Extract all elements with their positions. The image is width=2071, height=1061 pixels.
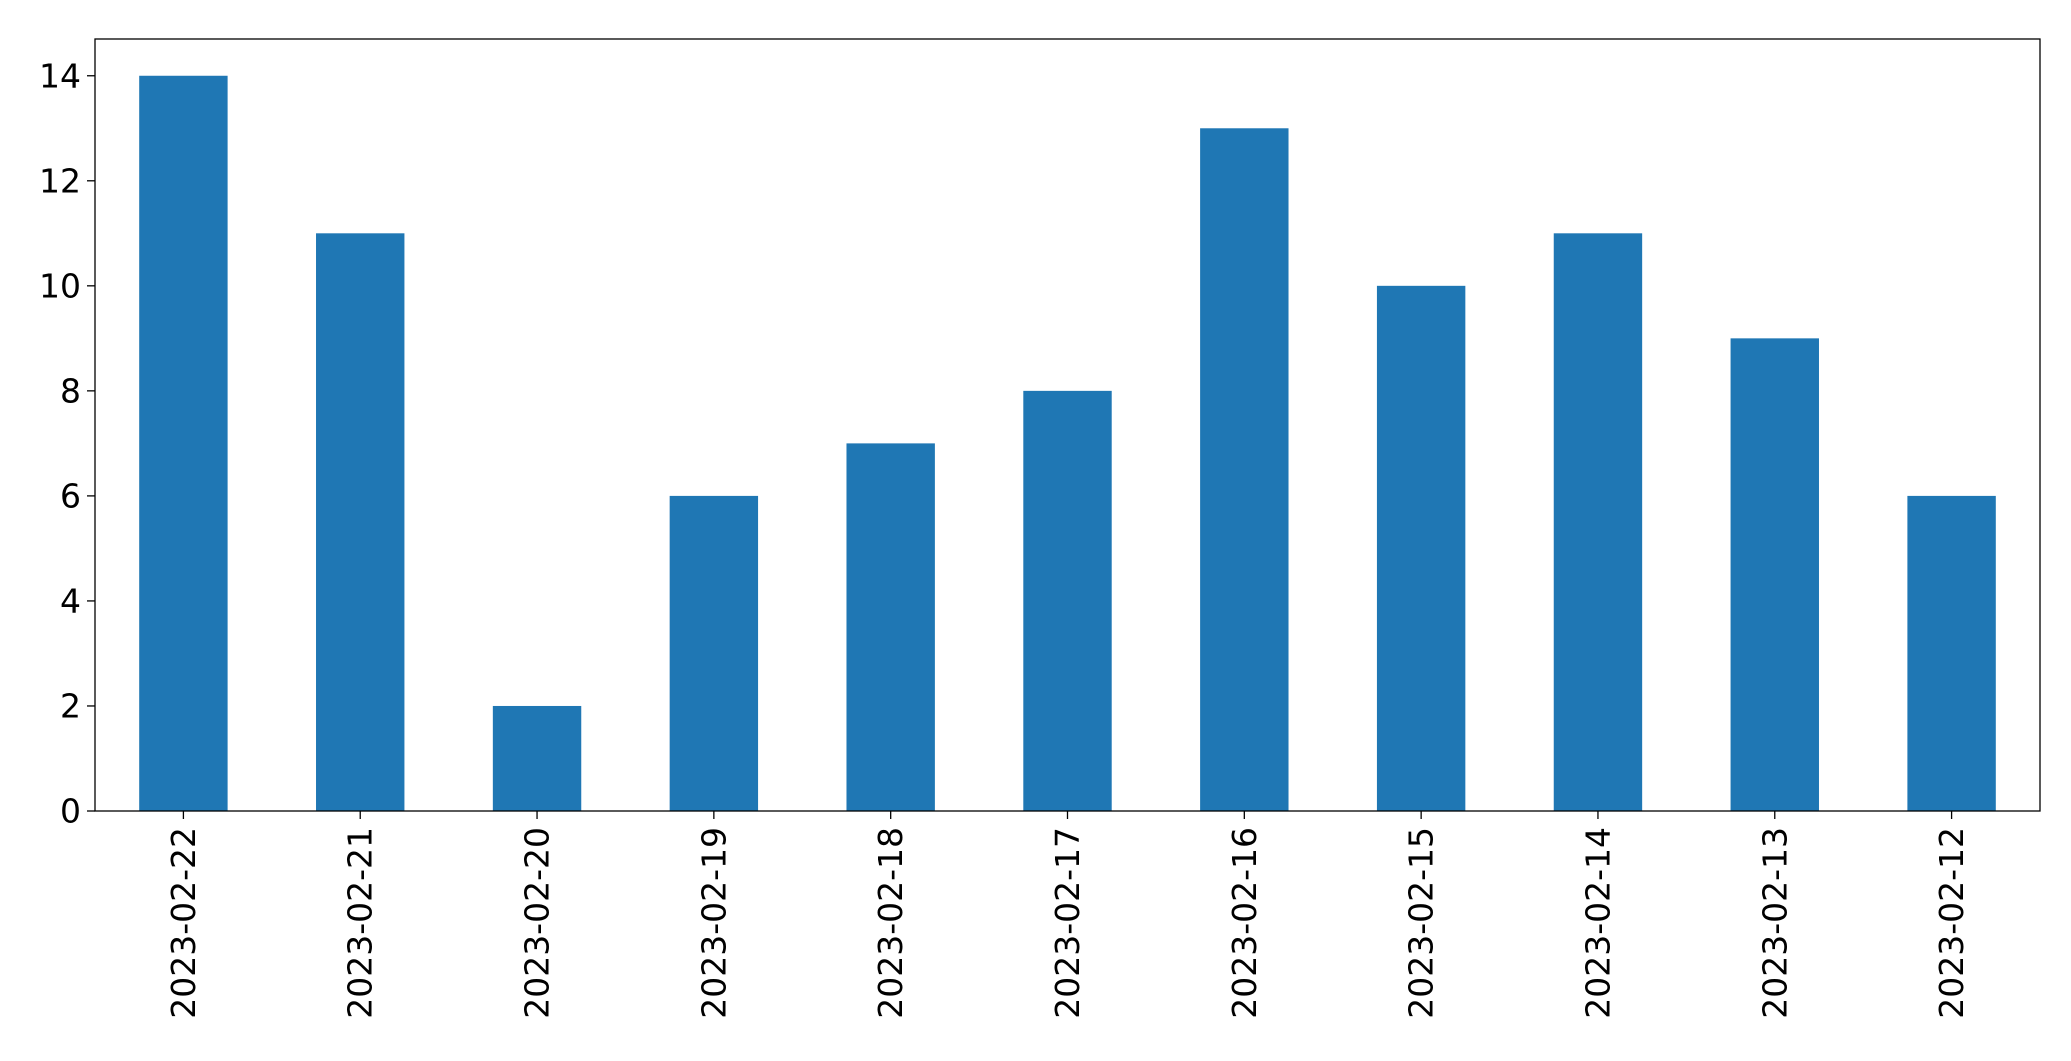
y-tick-label: 14: [39, 56, 81, 95]
x-tick-label: 2023-02-19: [694, 827, 733, 1019]
bar-2023-02-15: [1376, 285, 1466, 812]
y-tick-label: 2: [60, 686, 81, 725]
x-tick-label: 2023-02-17: [1048, 827, 1087, 1019]
x-tick-label: 2023-02-12: [1932, 827, 1971, 1019]
bar-2023-02-21: [316, 233, 405, 811]
bar-2023-02-12: [1907, 495, 1996, 811]
x-tick-label: 2023-02-20: [518, 827, 557, 1019]
bar-2023-02-22: [139, 75, 228, 811]
x-tick-label: 2023-02-21: [341, 827, 380, 1019]
bar-2023-02-18: [846, 443, 935, 811]
y-tick-label: 10: [39, 266, 81, 305]
y-tick-label: 8: [60, 371, 81, 410]
bar-2023-02-13: [1730, 338, 1819, 811]
y-axis: 0 2 4 6 8 10 12 14: [39, 56, 95, 831]
bar-2023-02-20: [492, 705, 582, 811]
x-tick-label: 2023-02-22: [164, 827, 203, 1019]
y-tick-label: 4: [60, 581, 81, 620]
bar-2023-02-19: [669, 495, 759, 811]
x-tick-label: 2023-02-13: [1755, 827, 1794, 1019]
x-axis: 2023-02-22 2023-02-21 2023-02-20 2023-02-19…: [164, 811, 1971, 1019]
y-tick-label: 0: [60, 792, 81, 831]
x-tick-label: 2023-02-16: [1225, 827, 1264, 1019]
bar-2023-02-17: [1023, 390, 1112, 811]
y-tick-label: 12: [39, 161, 81, 200]
plot-frame: [94, 38, 2041, 812]
x-tick-label: 2023-02-15: [1402, 827, 1441, 1019]
bars-group: [139, 75, 1996, 812]
x-tick-label: 2023-02-18: [871, 827, 910, 1019]
y-tick-label: 6: [60, 476, 81, 515]
bar-2023-02-16: [1200, 128, 1289, 811]
bar-2023-02-14: [1553, 233, 1643, 811]
x-tick-label: 2023-02-14: [1578, 827, 1617, 1019]
